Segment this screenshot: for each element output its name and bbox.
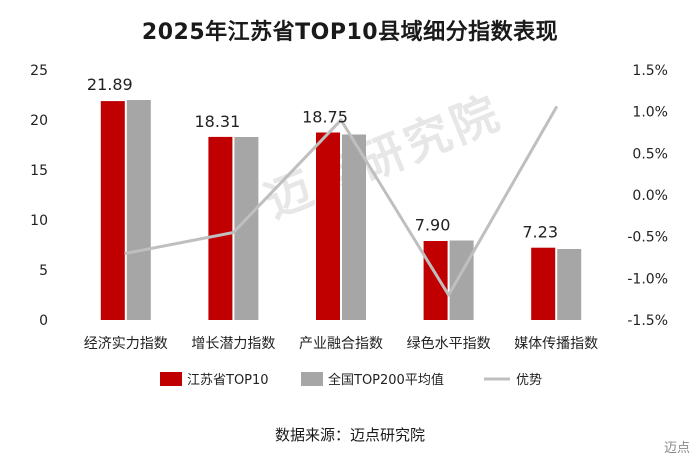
bar-data-label: 7.23: [522, 223, 558, 242]
right-tick-label: 0.5%: [632, 146, 668, 162]
bar-top200: [126, 100, 151, 320]
bar-top200: [342, 134, 366, 320]
bars-layer: [100, 100, 582, 320]
advantage-point: [124, 251, 128, 255]
right-axis: -1.5% -1.0% -0.5% 0.0% 0.5% 1.0% 1.5%: [627, 63, 668, 329]
source-line: 数据来源：迈点研究院: [274, 426, 425, 444]
legend-swatch-top200: [301, 372, 323, 386]
right-tick-label: -0.5%: [627, 230, 668, 246]
category-label: 产业融合指数: [299, 336, 383, 352]
bar-data-label: 18.31: [194, 112, 240, 131]
advantage-point: [447, 293, 451, 297]
right-tick-label: 1.0%: [632, 105, 668, 121]
left-tick-label: 0: [39, 313, 48, 329]
data-labels: 21.89 18.31 18.75 7.90 7.23: [87, 75, 558, 242]
bar-top10: [208, 136, 233, 320]
left-tick-label: 15: [30, 163, 48, 179]
legend-label-advantage: 优势: [516, 372, 542, 388]
bar-top10: [423, 241, 448, 320]
bar-top10: [100, 101, 125, 320]
category-labels: 经济实力指数 增长潜力指数 产业融合指数 绿色水平指数 媒体传播指数: [84, 335, 598, 352]
left-axis: 0 5 10 15 20 25: [30, 63, 48, 329]
corner-logo: 迈点: [663, 441, 690, 456]
bar-data-label: 18.75: [302, 108, 348, 127]
left-tick-label: 25: [30, 63, 48, 79]
bar-top200: [557, 249, 582, 320]
left-tick-label: 10: [30, 213, 48, 229]
right-tick-label: -1.0%: [627, 271, 668, 287]
advantage-point: [554, 106, 558, 109]
bar-top10: [531, 247, 556, 320]
category-label: 媒体传播指数: [514, 336, 598, 352]
category-label: 增长潜力指数: [191, 336, 275, 352]
advantage-point: [231, 231, 235, 234]
legend-label-top10: 江苏省TOP10: [187, 372, 269, 388]
advantage-line: [125, 106, 558, 297]
chart-title: 2025年江苏省TOP10县域细分指数表现: [141, 20, 559, 45]
right-tick-label: -1.5%: [627, 313, 668, 329]
category-label: 绿色水平指数: [407, 335, 491, 352]
bar-data-label: 21.89: [87, 75, 133, 94]
bar-top200: [449, 240, 474, 320]
bar-top10: [316, 132, 340, 320]
legend: 江苏省TOP10 全国TOP200平均值 优势: [160, 372, 542, 388]
left-tick-label: 5: [39, 263, 48, 279]
right-tick-label: 0.0%: [632, 188, 668, 204]
left-tick-label: 20: [30, 113, 48, 129]
bar-data-label: 7.90: [415, 216, 451, 235]
advantage-line-layer: [124, 106, 558, 297]
legend-swatch-top10: [160, 372, 182, 386]
right-tick-label: 1.5%: [632, 63, 668, 79]
advantage-point: [339, 118, 343, 122]
legend-label-top200: 全国TOP200平均值: [328, 372, 444, 388]
category-label: 经济实力指数: [84, 336, 168, 352]
